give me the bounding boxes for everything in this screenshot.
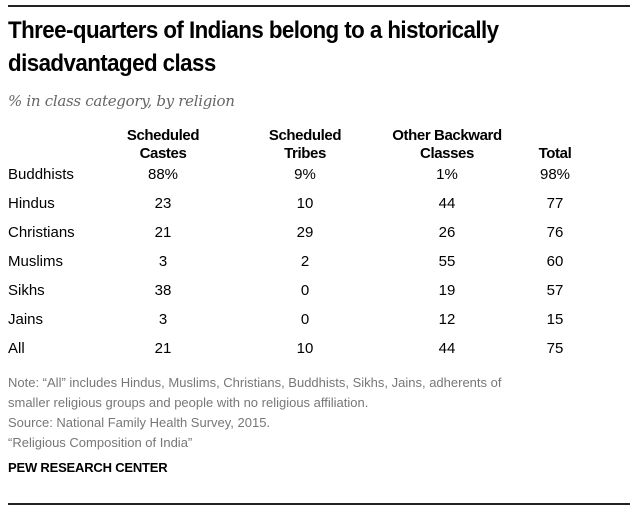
- column-header: Other Backward: [392, 127, 502, 144]
- table-cell: 75: [546, 340, 564, 357]
- table-cell: 23: [154, 195, 172, 212]
- table-cell: 44: [438, 340, 456, 357]
- column-header: Classes: [420, 145, 474, 162]
- table-cell: 12: [438, 311, 456, 328]
- column-header: Scheduled: [126, 127, 200, 144]
- note-line: smaller religious groups and people with…: [8, 395, 369, 410]
- table-cell: 3: [158, 253, 168, 270]
- table-cell: 38: [154, 282, 172, 299]
- table-cell: 0: [300, 282, 310, 299]
- note-line: Note: “All” includes Hindus, Muslims, Ch…: [8, 375, 502, 390]
- chart-subtitle: % in class category, by religion: [8, 92, 235, 110]
- row-label: Muslims: [8, 253, 63, 270]
- column-header: Castes: [139, 145, 187, 162]
- table-cell: 98%: [539, 166, 571, 183]
- table-cell: 21: [154, 340, 172, 357]
- source-line: Source: National Family Health Survey, 2…: [8, 415, 271, 430]
- table-cell: 10: [296, 340, 314, 357]
- table-cell: 55: [438, 253, 456, 270]
- report-title-line: “Religious Composition of India”: [8, 435, 193, 450]
- table-cell: 57: [546, 282, 564, 299]
- table-cell: 21: [154, 224, 172, 241]
- table-cell: 2: [300, 253, 310, 270]
- column-header: Total: [538, 145, 572, 162]
- chart-title: Three-quarters of Indians belong to a hi…: [8, 17, 499, 77]
- pew-logo: PEW RESEARCH CENTER: [8, 460, 168, 475]
- table-cell: 9%: [294, 166, 316, 183]
- table-cell: 15: [546, 311, 564, 328]
- row-label: All: [8, 340, 25, 357]
- table-cell: 88%: [147, 166, 179, 183]
- top-rule: [8, 5, 630, 7]
- column-header: Scheduled: [268, 127, 342, 144]
- table-cell: 3: [158, 311, 168, 328]
- table-cell: 76: [546, 224, 564, 241]
- table-cell: 19: [438, 282, 456, 299]
- row-label: Sikhs: [8, 282, 45, 299]
- table-cell: 1%: [436, 166, 458, 183]
- table-cell: 77: [546, 195, 564, 212]
- row-label: Christians: [8, 224, 75, 241]
- row-label: Jains: [8, 311, 44, 328]
- column-header: Tribes: [284, 145, 326, 162]
- table-cell: 60: [546, 253, 564, 270]
- bottom-rule: [8, 503, 630, 505]
- table-cell: 29: [296, 224, 314, 241]
- table-cell: 0: [300, 311, 310, 328]
- row-label: Hindus: [8, 195, 55, 212]
- table-cell: 10: [296, 195, 314, 212]
- table-cell: 26: [438, 224, 456, 241]
- row-label: Buddhists: [8, 166, 74, 183]
- table-cell: 44: [438, 195, 456, 212]
